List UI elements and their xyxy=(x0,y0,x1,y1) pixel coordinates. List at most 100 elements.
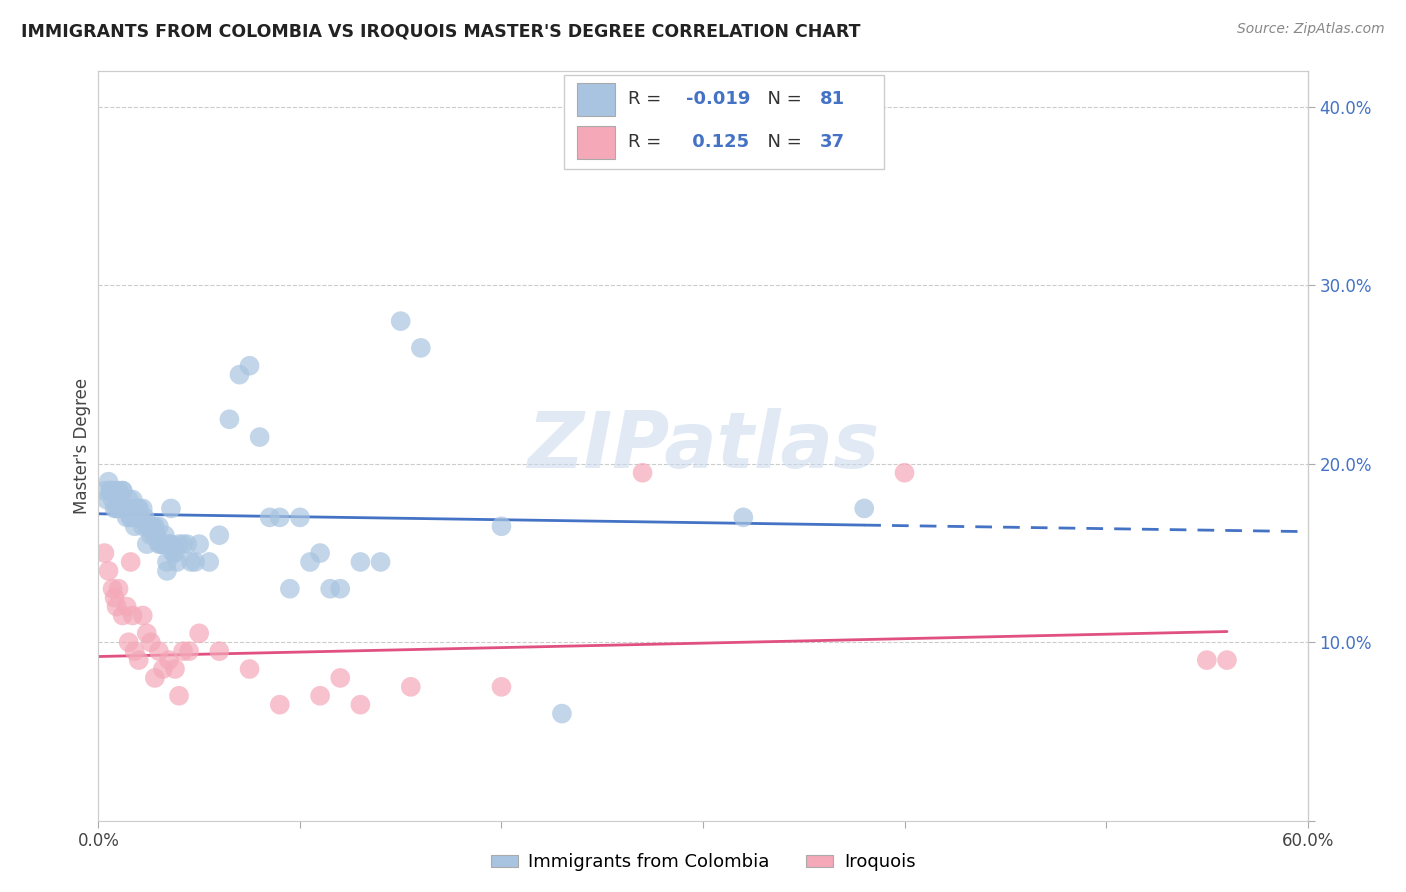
Point xyxy=(143,519,166,533)
Point xyxy=(409,341,432,355)
Point xyxy=(111,483,134,498)
Point xyxy=(160,537,183,551)
Point xyxy=(115,510,138,524)
Point xyxy=(110,501,132,516)
Point xyxy=(93,483,115,498)
Point xyxy=(249,430,271,444)
Point xyxy=(167,537,190,551)
Point xyxy=(172,537,194,551)
Point xyxy=(349,698,371,712)
Point xyxy=(139,519,162,533)
Point xyxy=(118,492,141,507)
Point xyxy=(853,501,876,516)
Point xyxy=(733,510,755,524)
Point xyxy=(152,662,174,676)
Point xyxy=(157,537,180,551)
Point xyxy=(97,475,120,489)
Point xyxy=(128,653,150,667)
Point xyxy=(631,466,654,480)
Point xyxy=(329,671,352,685)
Point xyxy=(319,582,342,596)
Point xyxy=(124,644,146,658)
Point xyxy=(148,519,170,533)
Point xyxy=(179,644,201,658)
Point xyxy=(208,644,231,658)
Point xyxy=(128,501,150,516)
Point xyxy=(103,591,125,605)
Point xyxy=(176,537,198,551)
Point xyxy=(893,466,915,480)
Point xyxy=(269,510,291,524)
Text: ZIPatlas: ZIPatlas xyxy=(527,408,879,484)
Point xyxy=(135,626,157,640)
Point xyxy=(139,635,162,649)
Point xyxy=(259,510,281,524)
Point xyxy=(143,528,166,542)
Y-axis label: Master's Degree: Master's Degree xyxy=(73,378,91,514)
Point xyxy=(135,519,157,533)
Point xyxy=(120,510,142,524)
Point xyxy=(299,555,322,569)
Point xyxy=(156,555,179,569)
Point xyxy=(111,608,134,623)
Point xyxy=(132,501,155,516)
Point xyxy=(105,599,128,614)
Point xyxy=(239,662,262,676)
Point xyxy=(188,537,211,551)
Point xyxy=(120,555,142,569)
Point xyxy=(111,483,134,498)
Point xyxy=(115,599,138,614)
Point xyxy=(551,706,574,721)
Point xyxy=(146,528,169,542)
Point xyxy=(97,564,120,578)
Point xyxy=(132,519,155,533)
Point xyxy=(1216,653,1239,667)
Point xyxy=(139,528,162,542)
Point xyxy=(96,492,118,507)
Point xyxy=(160,501,183,516)
Point xyxy=(1195,653,1218,667)
Point xyxy=(349,555,371,569)
Point xyxy=(491,519,513,533)
Point xyxy=(370,555,392,569)
Point xyxy=(103,501,125,516)
Point xyxy=(167,689,190,703)
Point xyxy=(491,680,513,694)
Point xyxy=(389,314,412,328)
Point xyxy=(162,546,184,560)
Point xyxy=(218,412,240,426)
Point xyxy=(198,555,221,569)
Point xyxy=(129,510,152,524)
Point xyxy=(152,537,174,551)
Point xyxy=(107,501,129,516)
Point xyxy=(148,537,170,551)
Point xyxy=(153,528,176,542)
Point xyxy=(157,653,180,667)
Point xyxy=(138,519,160,533)
Point xyxy=(188,626,211,640)
Point xyxy=(288,510,311,524)
Point xyxy=(269,698,291,712)
Point xyxy=(163,546,186,560)
Point xyxy=(93,546,115,560)
Point xyxy=(156,564,179,578)
Point xyxy=(114,501,136,516)
Point xyxy=(125,510,148,524)
Point xyxy=(118,635,141,649)
Point xyxy=(121,608,143,623)
Point xyxy=(148,644,170,658)
Point xyxy=(103,483,125,498)
Point xyxy=(120,510,142,524)
Point xyxy=(184,555,207,569)
Point xyxy=(278,582,301,596)
Point xyxy=(128,501,150,516)
Point xyxy=(143,671,166,685)
Point xyxy=(124,501,146,516)
Point xyxy=(105,501,128,516)
Text: IMMIGRANTS FROM COLOMBIA VS IROQUOIS MASTER'S DEGREE CORRELATION CHART: IMMIGRANTS FROM COLOMBIA VS IROQUOIS MAS… xyxy=(21,22,860,40)
Point xyxy=(239,359,262,373)
Point xyxy=(121,492,143,507)
Point xyxy=(124,519,146,533)
Point xyxy=(134,510,156,524)
Text: Source: ZipAtlas.com: Source: ZipAtlas.com xyxy=(1237,22,1385,37)
